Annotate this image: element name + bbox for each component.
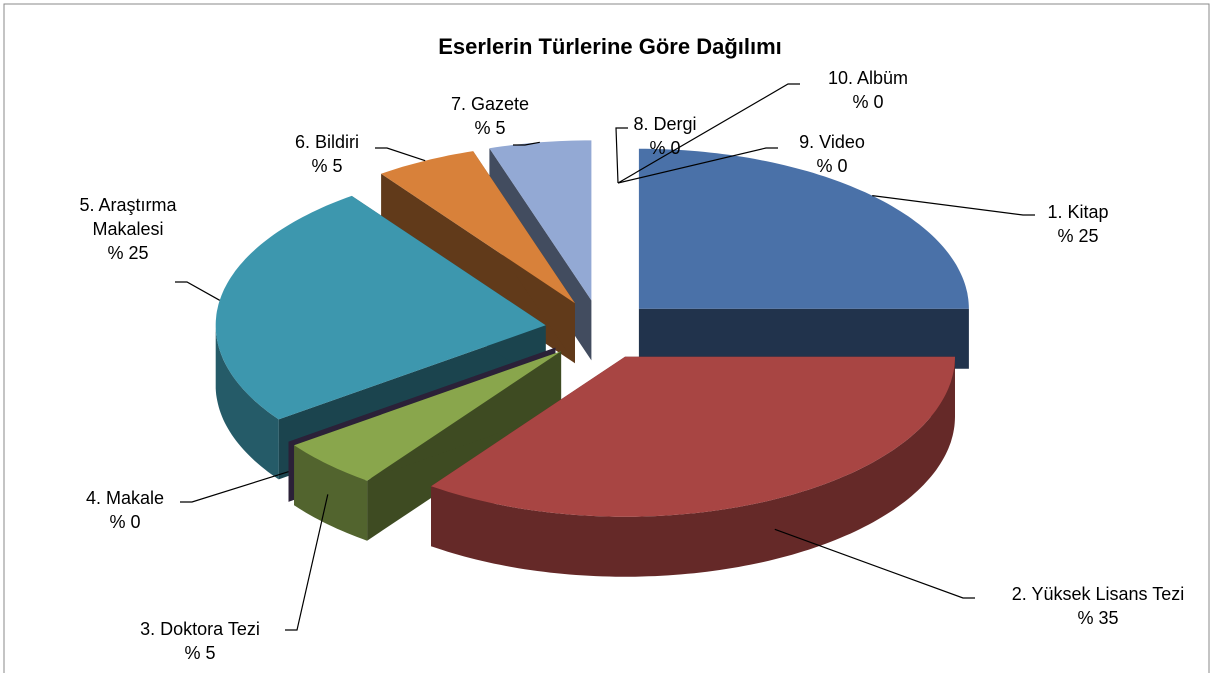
value-label: % 5 [311, 156, 343, 176]
value-label: % 0 [649, 138, 681, 158]
slice-top [638, 148, 969, 309]
leader-line [375, 147, 426, 162]
data-label: 4. Makale % 0 [70, 486, 180, 534]
value-label: % 25 [1057, 226, 1099, 246]
slice-wall [294, 445, 368, 541]
value-label: % 0 [852, 92, 884, 112]
slice-top [431, 356, 955, 517]
category-label: 3. Doktora Tezi [140, 619, 260, 639]
value-label: % 5 [474, 118, 506, 138]
slice-wall [215, 325, 279, 480]
data-label: 2. Yüksek Lisans Tezi % 35 [978, 582, 1215, 630]
slice-top [294, 351, 562, 481]
slice-top [215, 195, 546, 420]
slice-top [489, 140, 592, 301]
data-label: 9. Video % 0 [782, 130, 882, 178]
category-label: 9. Video [799, 132, 865, 152]
value-label: % 35 [1077, 608, 1119, 628]
slice-top [381, 151, 575, 304]
data-label: 3. Doktora Tezi % 5 [105, 617, 295, 665]
data-label: 1. Kitap % 25 [1018, 200, 1138, 248]
value-label: % 25 [107, 243, 149, 263]
pie-slice [294, 351, 562, 541]
category-label: 8. Dergi [633, 114, 697, 134]
slice-wall [431, 356, 955, 577]
leader-line [615, 127, 628, 184]
value-label: % 0 [109, 512, 141, 532]
data-label: 8. Dergi % 0 [620, 112, 710, 160]
data-label: 7. Gazete % 5 [435, 92, 545, 140]
leader-line [175, 281, 220, 301]
category-label: 1. Kitap [1047, 202, 1109, 222]
data-label: 6. Bildiri % 5 [272, 130, 382, 178]
leader-line [180, 471, 289, 503]
chart-title: Eserlerin Türlerine Göre Dağılımı [438, 34, 782, 59]
leader-line [285, 494, 329, 631]
category-label: 5. Araştırma Makalesi [79, 195, 177, 239]
data-label: 10. Albüm % 0 [813, 66, 923, 114]
leader-line [617, 147, 778, 184]
value-label: % 0 [816, 156, 848, 176]
value-label: % 5 [184, 643, 216, 663]
leader-line [774, 528, 975, 599]
pie-slice [638, 148, 969, 369]
leader-line [872, 195, 1035, 216]
pie-slice [431, 356, 955, 577]
leader-line [617, 83, 800, 184]
category-label: 10. Albüm [827, 68, 909, 88]
category-label: 6. Bildiri [294, 132, 360, 152]
slice-side [638, 308, 969, 369]
category-label: 7. Gazete [450, 94, 530, 114]
leader-line [513, 141, 540, 146]
category-label: 4. Makale [85, 488, 165, 508]
data-label: 5. Araştırma Makalesi % 25 [48, 193, 208, 265]
slice-top [288, 347, 556, 442]
category-label: 2. Yüksek Lisans Tezi [1011, 584, 1185, 604]
